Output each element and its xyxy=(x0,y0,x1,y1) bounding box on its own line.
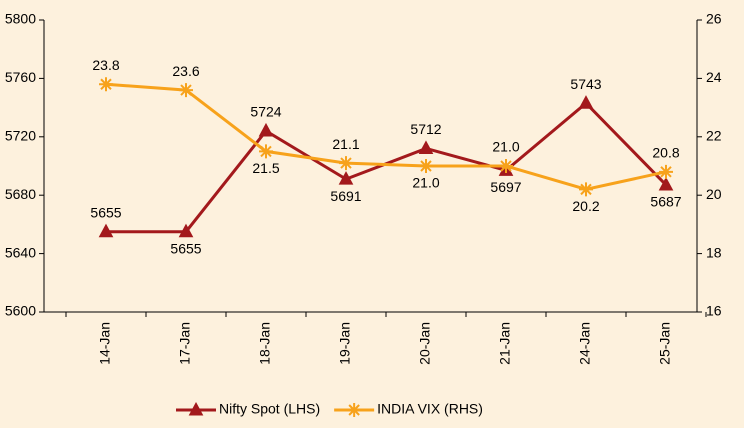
data-label: 21.1 xyxy=(332,136,359,152)
data-label: 5655 xyxy=(170,240,201,256)
data-label: 5655 xyxy=(90,204,121,220)
marker xyxy=(419,159,433,173)
data-label: 23.8 xyxy=(92,57,119,73)
data-label: 21.0 xyxy=(412,175,439,191)
data-label: 21.5 xyxy=(252,160,279,176)
legend-marker xyxy=(188,401,204,416)
x-tick-label: 17-Jan xyxy=(177,322,193,365)
data-label: 23.6 xyxy=(172,63,199,79)
y-tick-label: 5760 xyxy=(5,69,36,85)
marker xyxy=(338,171,354,185)
x-tick-label: 25-Jan xyxy=(657,322,673,365)
y2-tick-label: 20 xyxy=(706,186,722,202)
marker xyxy=(578,95,594,109)
y-tick-label: 5720 xyxy=(5,128,36,144)
y2-tick-label: 18 xyxy=(706,244,722,260)
y-tick-label: 5640 xyxy=(5,244,36,260)
y-tick-label: 5600 xyxy=(5,303,36,319)
marker xyxy=(339,156,353,171)
data-label: 5691 xyxy=(330,188,361,204)
marker xyxy=(99,77,113,92)
data-label: 5743 xyxy=(570,76,601,92)
series-line xyxy=(105,82,667,191)
legend-label: Nifty Spot (LHS) xyxy=(219,401,320,417)
y2-tick-label: 22 xyxy=(706,128,722,144)
data-label: 20.2 xyxy=(572,198,599,214)
legend-label: INDIA VIX (RHS) xyxy=(377,401,483,417)
data-label: 5687 xyxy=(650,194,681,210)
marker xyxy=(658,176,674,191)
marker xyxy=(178,223,194,238)
data-label: 5712 xyxy=(410,121,441,137)
marker xyxy=(258,122,274,137)
y-tick-label: 5800 xyxy=(5,11,36,27)
x-tick-label: 18-Jan xyxy=(257,322,273,365)
data-label: 5697 xyxy=(490,179,521,195)
marker xyxy=(418,140,434,154)
x-tick-label: 14-Jan xyxy=(97,322,113,365)
y2-tick-label: 16 xyxy=(706,303,722,319)
marker xyxy=(259,144,273,159)
y2-tick-label: 24 xyxy=(706,69,722,85)
data-label: 20.8 xyxy=(652,145,679,161)
y-tick-label: 5680 xyxy=(5,186,36,202)
marker xyxy=(179,83,193,98)
x-tick-label: 24-Jan xyxy=(577,322,593,365)
data-label: 21.0 xyxy=(492,139,519,155)
marker xyxy=(659,164,673,179)
x-tick-label: 19-Jan xyxy=(337,322,353,365)
marker xyxy=(499,159,513,173)
y2-tick-label: 26 xyxy=(706,11,722,27)
marker xyxy=(98,223,114,238)
x-tick-label: 20-Jan xyxy=(417,322,433,365)
data-label: 5724 xyxy=(250,104,281,120)
marker xyxy=(579,182,593,197)
legend-marker xyxy=(347,403,362,417)
x-tick-label: 21-Jan xyxy=(497,322,513,365)
